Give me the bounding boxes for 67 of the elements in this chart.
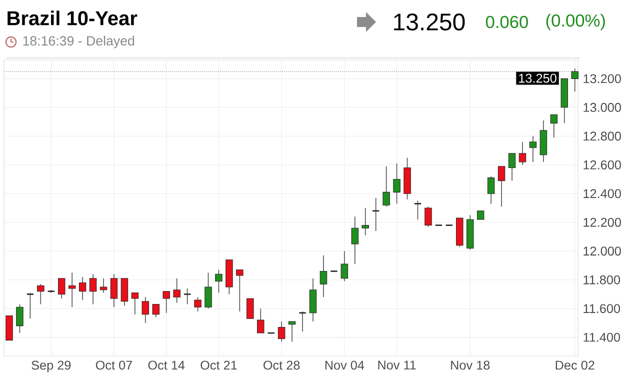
candlestick xyxy=(120,278,128,306)
x-tick-label: Sep 29 xyxy=(32,360,71,372)
candlestick xyxy=(246,298,254,320)
x-tick-label: Oct 21 xyxy=(200,360,237,370)
candlestick xyxy=(508,153,516,182)
candlestick xyxy=(487,176,495,204)
y-tick-label: 12.200 xyxy=(584,218,621,227)
candlestick xyxy=(215,269,222,294)
y-tick-label: 12.800 xyxy=(584,132,621,141)
candlestick xyxy=(257,308,264,334)
candlestick xyxy=(204,272,212,309)
candlestick xyxy=(382,166,390,207)
candlestick xyxy=(362,208,369,236)
candlestick xyxy=(351,216,359,264)
candlestick xyxy=(142,296,150,324)
x-tick-label: Nov 04 xyxy=(325,360,364,370)
candlestick xyxy=(372,198,380,232)
y-tick-label: 12.400 xyxy=(584,189,621,198)
candlestick xyxy=(498,166,506,207)
candlestick xyxy=(393,163,400,204)
candlestick xyxy=(58,278,66,299)
candlestick xyxy=(68,272,76,308)
candlestick xyxy=(37,284,44,305)
y-tick-label: 11.400 xyxy=(584,332,620,342)
candlestick xyxy=(26,292,34,320)
candlestick xyxy=(424,206,432,228)
candlestick xyxy=(162,290,170,314)
candlestick xyxy=(529,136,537,162)
x-tick-label: Oct 07 xyxy=(96,360,132,370)
x-tick-label: Nov 18 xyxy=(451,360,490,370)
candlestick xyxy=(194,296,202,312)
candlestick xyxy=(173,278,180,304)
candlestick xyxy=(236,269,244,312)
ref-line-label: 13.250 xyxy=(519,74,556,83)
candlestick xyxy=(518,142,526,166)
chart-subtitle: 18:16:39 - Delayed xyxy=(23,36,134,48)
candlestick xyxy=(110,274,118,308)
chart-title: Brazil 10-Year xyxy=(8,10,138,26)
y-tick-label: 13.200 xyxy=(584,74,621,84)
x-tick-label: Oct 28 xyxy=(264,360,300,370)
candlestick xyxy=(340,250,348,282)
text: 13.250 xyxy=(394,13,465,30)
x-tick-label: Oct 14 xyxy=(148,360,185,370)
candlestick xyxy=(414,200,422,220)
candlestick xyxy=(78,276,86,300)
candlestick xyxy=(288,321,296,342)
candlestick xyxy=(131,292,139,315)
y-tick-label: 12.600 xyxy=(584,160,621,170)
y-tick-label: 11.600 xyxy=(584,304,620,314)
x-tick-label: Nov 11 xyxy=(378,360,416,370)
candlestick xyxy=(278,321,286,342)
candlestick xyxy=(298,311,307,332)
candlestick xyxy=(89,274,97,305)
y-tick-label: 12.000 xyxy=(584,246,621,256)
candlestick xyxy=(183,288,192,305)
text: 0.060 xyxy=(486,16,528,28)
y-tick-label: 11.800 xyxy=(584,275,620,284)
text: (0.00%) xyxy=(546,14,605,30)
candlestick xyxy=(16,304,24,334)
y-tick-label: 13.000 xyxy=(584,102,621,112)
candlestick xyxy=(320,255,328,298)
candlestick xyxy=(152,304,160,318)
candlestick xyxy=(550,114,558,138)
candlestick xyxy=(571,68,578,92)
x-tick-label: Dec 02 xyxy=(556,360,594,370)
candlestick xyxy=(309,278,317,322)
candlestick xyxy=(100,278,108,294)
